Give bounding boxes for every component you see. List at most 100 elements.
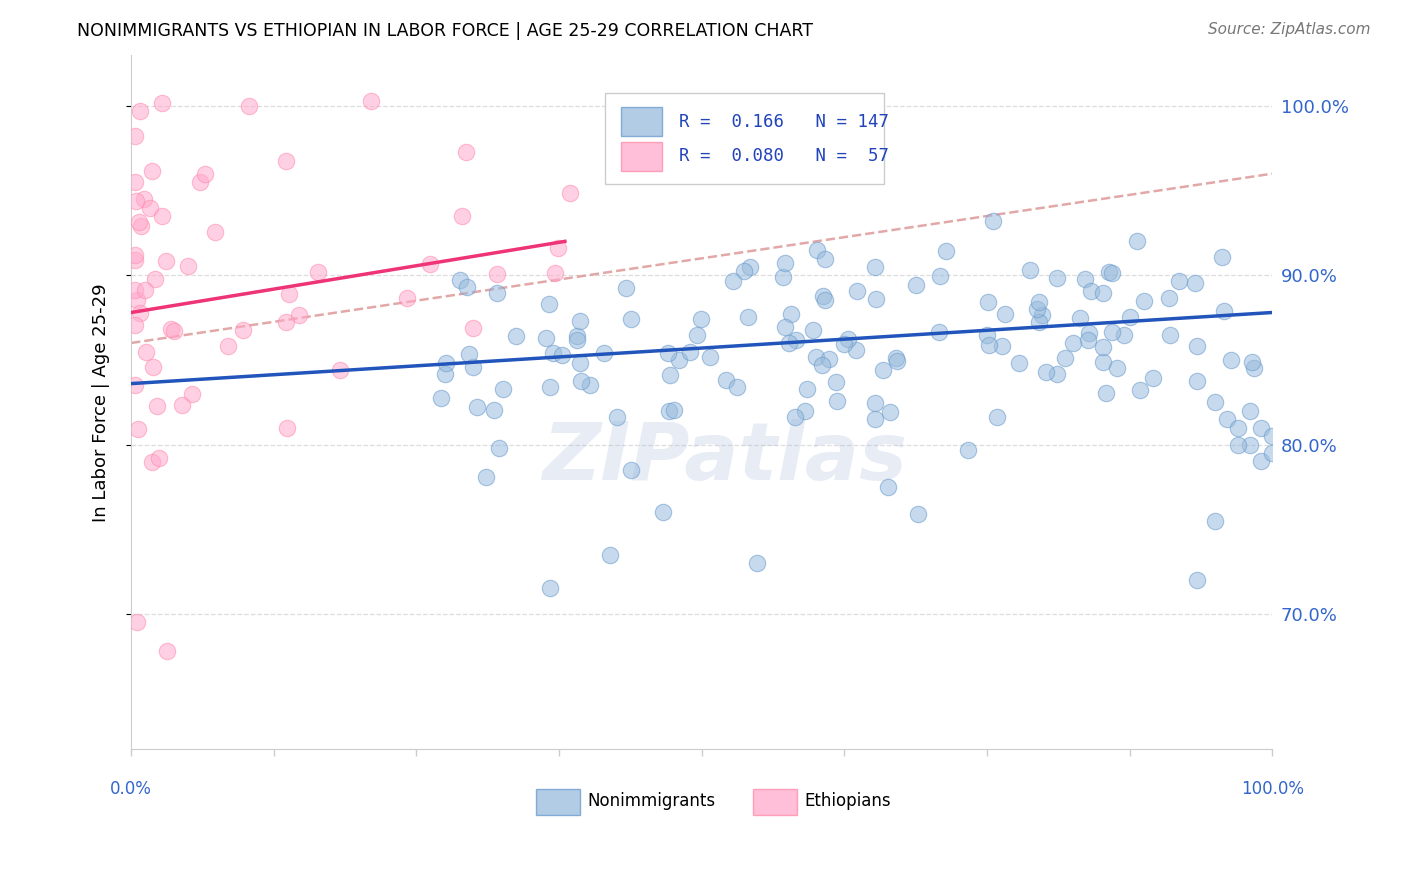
Bar <box>605 94 884 184</box>
Point <box>177 259 200 273</box>
Point <box>458 347 481 361</box>
Point <box>127 422 149 436</box>
Point <box>451 209 474 223</box>
Point <box>1077 334 1099 348</box>
Point <box>1028 315 1050 329</box>
Bar <box>754 789 797 815</box>
Point <box>307 265 329 279</box>
Point <box>1157 291 1180 305</box>
Point <box>125 194 148 208</box>
Point <box>1167 274 1189 288</box>
Point <box>190 175 212 189</box>
Point <box>429 391 451 405</box>
Point <box>877 480 900 494</box>
Point <box>662 403 685 417</box>
Point <box>1035 365 1057 379</box>
Point <box>172 398 194 412</box>
Point <box>818 352 841 367</box>
Point <box>1046 367 1069 381</box>
Point <box>1129 383 1152 397</box>
Point <box>825 394 848 409</box>
Point <box>845 285 868 299</box>
Point <box>146 399 169 413</box>
Point <box>449 273 471 287</box>
Point <box>658 368 681 383</box>
Text: 100.0%: 100.0% <box>1241 780 1303 797</box>
Point <box>733 264 755 278</box>
Point <box>1019 262 1042 277</box>
Point <box>569 374 592 388</box>
Point <box>534 331 557 345</box>
Point <box>1078 326 1101 340</box>
Point <box>567 329 589 343</box>
Point <box>986 410 1008 425</box>
Point <box>935 244 957 258</box>
Point <box>1185 339 1208 353</box>
Point <box>772 270 794 285</box>
Point <box>569 314 592 328</box>
Point <box>796 383 818 397</box>
Point <box>1126 235 1149 249</box>
Point <box>886 354 908 368</box>
Point <box>837 332 859 346</box>
Point <box>723 274 745 288</box>
Text: NONIMMIGRANTS VS ETHIOPIAN IN LABOR FORCE | AGE 25-29 CORRELATION CHART: NONIMMIGRANTS VS ETHIOPIAN IN LABOR FORC… <box>77 22 813 40</box>
Point <box>274 315 297 329</box>
Point <box>793 403 815 417</box>
Point <box>593 345 616 359</box>
Point <box>124 252 146 267</box>
Point <box>1069 310 1091 325</box>
Point <box>1118 310 1140 324</box>
Point <box>543 346 565 360</box>
Point <box>1227 420 1250 434</box>
Point <box>463 359 485 374</box>
Point <box>905 277 928 292</box>
Point <box>148 451 170 466</box>
Point <box>814 252 837 266</box>
Point <box>124 248 146 262</box>
Point <box>977 294 1000 309</box>
Point <box>1211 250 1233 264</box>
Y-axis label: In Labor Force | Age 25-29: In Labor Force | Age 25-29 <box>93 283 110 522</box>
Point <box>488 442 510 456</box>
Point <box>1112 328 1135 343</box>
Point <box>872 363 894 377</box>
Point <box>785 333 807 347</box>
Point <box>1080 285 1102 299</box>
Point <box>544 266 567 280</box>
Point <box>217 339 239 353</box>
Text: Ethiopians: Ethiopians <box>804 792 891 810</box>
Point <box>434 367 457 381</box>
Point <box>456 280 478 294</box>
Point <box>461 320 484 334</box>
Point <box>1204 514 1226 528</box>
Text: R =  0.080   N =  57: R = 0.080 N = 57 <box>679 147 889 166</box>
Point <box>804 351 827 365</box>
Text: ZIPatlas: ZIPatlas <box>543 418 907 497</box>
Point <box>194 167 217 181</box>
Point <box>465 400 488 414</box>
Point <box>990 339 1012 353</box>
Point <box>1025 302 1047 317</box>
Point <box>832 337 855 351</box>
Point <box>578 377 600 392</box>
Point <box>956 443 979 458</box>
Point <box>163 325 186 339</box>
Point <box>1074 272 1097 286</box>
Text: 0.0%: 0.0% <box>110 780 152 797</box>
Point <box>983 214 1005 228</box>
Point <box>568 355 591 369</box>
Point <box>658 404 681 418</box>
Point <box>801 323 824 337</box>
Point <box>125 615 148 630</box>
Point <box>124 128 146 143</box>
Point <box>155 254 177 268</box>
Point <box>1008 356 1031 370</box>
Point <box>142 359 165 374</box>
Point <box>1216 412 1239 426</box>
Point <box>1132 293 1154 308</box>
Point <box>434 356 457 370</box>
Point <box>652 505 675 519</box>
Text: Nonimmigrants: Nonimmigrants <box>588 792 716 810</box>
Point <box>276 154 298 169</box>
